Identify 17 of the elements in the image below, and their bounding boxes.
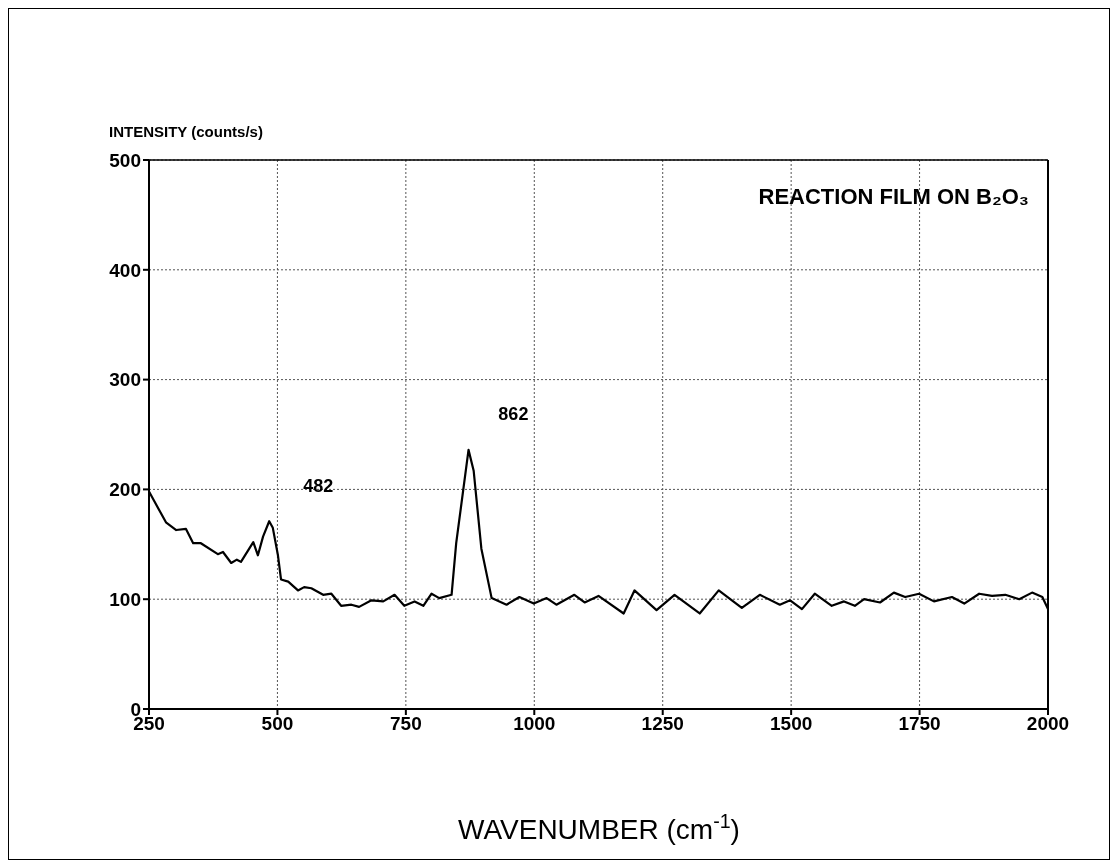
x-tick-label: 1750 — [898, 713, 941, 735]
annotation: 862 — [498, 403, 529, 424]
x-tick-label: 2000 — [1026, 713, 1070, 735]
y-tick-label: 300 — [109, 369, 141, 391]
x-tick-label: 1250 — [641, 713, 684, 735]
y-axis-title: INTENSITY (counts/s) — [109, 123, 263, 140]
text: REACTION FILM ON B₂O₃ — [758, 184, 1029, 209]
y-tick-label: 200 — [109, 479, 141, 501]
annotation: 482 — [303, 476, 334, 497]
y-tick-label: 500 — [109, 149, 141, 171]
x-tick-label: 1500 — [770, 713, 813, 735]
y-tick-label: 100 — [109, 588, 141, 610]
x-tick-label: 500 — [261, 713, 294, 735]
x-axis-title: WAVENUMBER (cm$^{-1}$) — [458, 810, 740, 845]
x-tick-label: 1000 — [513, 713, 556, 735]
x-tick-label: 750 — [390, 713, 422, 735]
y-tick-label: 400 — [109, 259, 141, 281]
